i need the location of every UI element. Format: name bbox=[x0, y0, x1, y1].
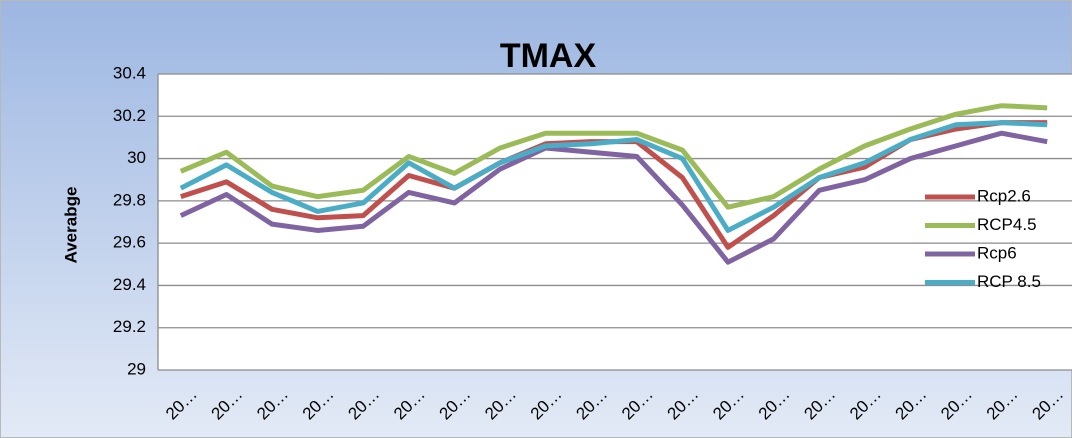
series-line bbox=[179, 103, 1048, 210]
legend-label: RCP4.5 bbox=[977, 215, 1037, 234]
y-tick-label: 30 bbox=[127, 148, 146, 167]
y-axis-label: Averabge bbox=[61, 187, 80, 264]
plot-area bbox=[158, 74, 1072, 370]
chart-title: TMAX bbox=[500, 37, 597, 75]
legend-label: Rcp2.6 bbox=[977, 186, 1031, 205]
y-tick-label: 29.2 bbox=[113, 317, 146, 336]
y-tick-label: 29.8 bbox=[113, 190, 146, 209]
legend-label: RCP 8.5 bbox=[977, 272, 1041, 291]
y-tick-label: 29 bbox=[127, 359, 146, 378]
series-line bbox=[179, 130, 1048, 265]
y-tick-label: 30.4 bbox=[113, 63, 146, 82]
y-tick-label: 29.4 bbox=[113, 275, 146, 294]
y-tick-label: 29.6 bbox=[113, 233, 146, 252]
y-tick-label: 30.2 bbox=[113, 106, 146, 125]
legend-label: Rcp6 bbox=[977, 243, 1017, 262]
series-line bbox=[179, 120, 1048, 233]
